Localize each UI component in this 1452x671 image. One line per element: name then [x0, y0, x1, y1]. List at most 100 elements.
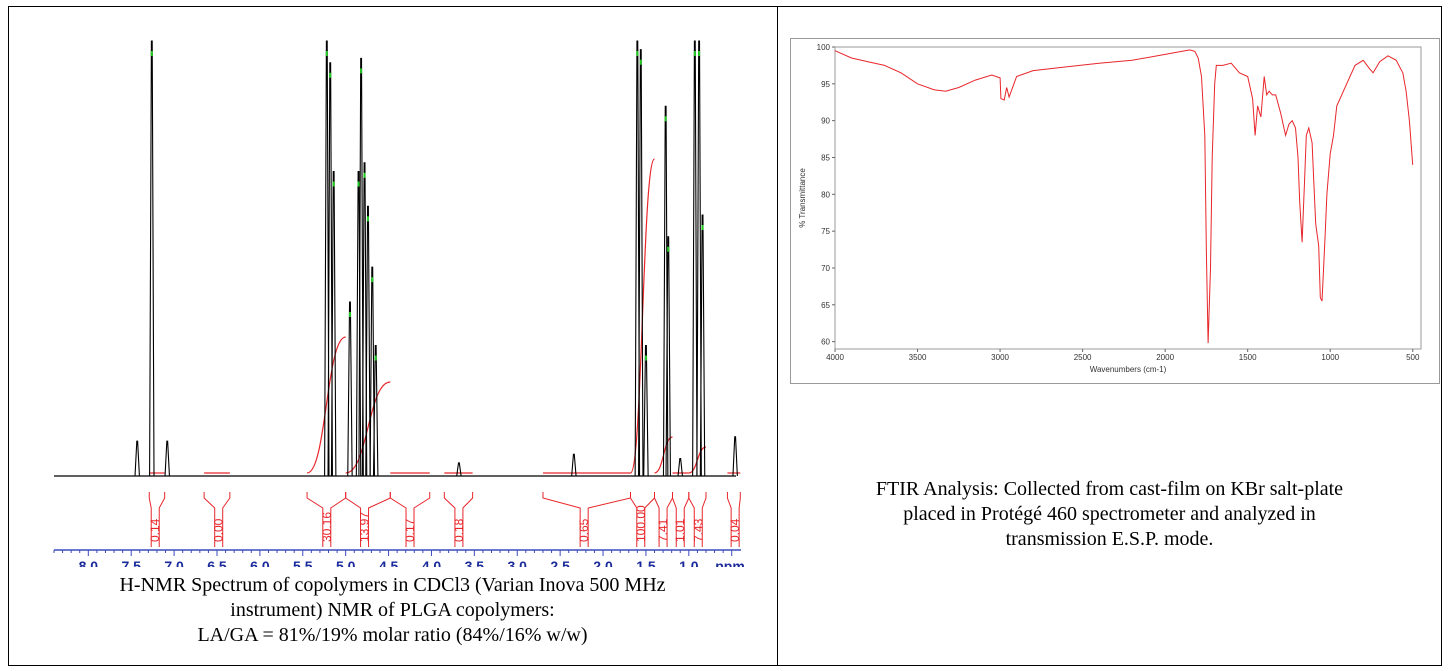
- nmr-integral-label: 100.00: [634, 505, 648, 542]
- nmr-cell: 0.14 0.00 30.16 13.97 0.17 0.18 0.65 100.00 7.41…: [9, 7, 776, 665]
- nmr-integral-bracket: [688, 492, 707, 547]
- nmr-peak: [324, 40, 330, 477]
- ftir-x-tick-label: 1500: [1239, 353, 1257, 362]
- ftir-cell: 60 65 70 75 80 85 90 95 100 4000 3500 3000 2500 2000 1…: [778, 7, 1441, 665]
- nmr-x-tick-label: 3.5: [465, 558, 485, 567]
- nmr-peak-marker: [698, 51, 701, 56]
- nmr-peak: [369, 266, 376, 477]
- nmr-integral-bracket: [726, 492, 741, 547]
- ftir-y-tick-label: 100: [817, 43, 831, 52]
- nmr-peak-marker: [374, 355, 377, 361]
- nmr-peak-marker: [360, 68, 363, 74]
- nmr-x-tick-label: 4.5: [379, 558, 399, 567]
- ftir-caption-line: FTIR Analysis: Collected from cast-film …: [875, 478, 1344, 500]
- nmr-x-tick-label: 2.0: [593, 558, 613, 567]
- nmr-peak: [677, 458, 683, 477]
- nmr-x-tick-label: 8.0: [79, 558, 99, 567]
- nmr-spectrum-chart: 0.14 0.00 30.16 13.97 0.17 0.18 0.65 100.00 7.41…: [53, 40, 745, 567]
- nmr-peak: [164, 440, 170, 477]
- nmr-x-tick-label: 7.5: [121, 558, 141, 567]
- nmr-peak: [372, 344, 379, 477]
- nmr-peak: [134, 440, 140, 477]
- nmr-x-tick-label: 1.5: [636, 558, 656, 567]
- nmr-peak: [634, 40, 641, 477]
- ftir-x-axis-label: Wavenumbers (cm-1): [1090, 365, 1167, 374]
- ftir-y-tick-label: 70: [821, 264, 830, 273]
- nmr-x-tick-label: ppm: [715, 558, 745, 567]
- nmr-peak-marker: [357, 181, 360, 187]
- nmr-peak: [327, 62, 333, 477]
- nmr-integral-curve: [306, 336, 346, 474]
- nmr-peak: [643, 344, 649, 477]
- nmr-peak: [365, 205, 371, 477]
- nmr-peak-marker: [644, 355, 647, 361]
- ftir-y-tick-label: 75: [821, 227, 830, 236]
- nmr-peak: [347, 301, 353, 477]
- nmr-peak-marker: [329, 72, 332, 78]
- nmr-x-tick-label: 1.0: [679, 558, 699, 567]
- nmr-peak: [692, 40, 698, 477]
- nmr-peak: [361, 162, 368, 477]
- nmr-integral-label: 0.17: [403, 518, 417, 542]
- ftir-plot-area: [834, 46, 1422, 350]
- nmr-peak-marker: [150, 51, 153, 56]
- nmr-peak: [638, 49, 644, 477]
- ftir-transmittance-line: [834, 49, 1414, 344]
- nmr-integral-label: 1.01: [673, 518, 687, 542]
- nmr-x-tick-label: 4.0: [422, 558, 442, 567]
- nmr-peak-marker: [639, 59, 642, 65]
- ftir-x-tick-label: 500: [1406, 353, 1420, 362]
- ftir-caption: FTIR Analysis: Collected from cast-film …: [778, 477, 1441, 552]
- ftir-y-tick-label: 60: [821, 338, 830, 347]
- nmr-caption-line: H-NMR Spectrum of copolymers in CDCl3 (V…: [119, 574, 666, 596]
- nmr-peak-marker: [636, 51, 639, 56]
- nmr-peak: [330, 170, 337, 477]
- nmr-integral-label: 0.65: [577, 518, 591, 542]
- ftir-x-tick-label: 3000: [991, 353, 1009, 362]
- nmr-x-tick-label: 6.5: [207, 558, 227, 567]
- nmr-integral-label: 7.43: [691, 518, 705, 542]
- nmr-peak: [358, 57, 364, 477]
- ftir-spectrum-chart: 60 65 70 75 80 85 90 95 100 4000 3500 3000 2500 2000 1…: [798, 43, 1422, 374]
- nmr-integral-bracket: [148, 492, 166, 547]
- nmr-integral-bracket: [203, 492, 231, 547]
- ftir-x-tick-label: 4000: [826, 353, 844, 362]
- ftir-caption-line: placed in Protégé 460 spectrometer and a…: [903, 503, 1316, 525]
- ftir-x-tick-label: 1000: [1321, 353, 1339, 362]
- nmr-peak-marker: [325, 51, 328, 56]
- nmr-peak-marker: [332, 181, 335, 187]
- nmr-integral-label: 30.16: [320, 512, 334, 542]
- ftir-chart-box: 60 65 70 75 80 85 90 95 100 4000 3500 3000 2500 2000 1…: [790, 38, 1440, 384]
- nmr-x-tick-label: 3.0: [508, 558, 528, 567]
- table-divider: [777, 6, 778, 666]
- nmr-integral-label: 0.04: [728, 518, 742, 542]
- ftir-y-axis-label: % Transmittance: [798, 168, 807, 228]
- nmr-caption-line: instrument) NMR of PLGA copolymers:: [230, 599, 555, 621]
- nmr-integral-label: 0.00: [212, 518, 226, 542]
- nmr-x-tick-label: 5.5: [293, 558, 313, 567]
- nmr-peak-marker: [664, 116, 667, 122]
- ftir-x-tick-label: 3500: [909, 353, 927, 362]
- nmr-integral-label: 0.18: [452, 518, 466, 542]
- nmr-peak: [699, 214, 706, 477]
- ftir-y-tick-label: 80: [821, 190, 830, 199]
- nmr-peak-marker: [371, 277, 374, 283]
- ftir-y-tick-label: 85: [821, 153, 830, 162]
- ftir-caption-line: transmission E.S.P. mode.: [1005, 528, 1214, 550]
- nmr-peak-marker: [693, 51, 696, 56]
- nmr-peak: [665, 236, 671, 477]
- nmr-peak-marker: [366, 216, 369, 222]
- table-frame: [8, 6, 1442, 666]
- ftir-y-tick-label: 65: [821, 301, 830, 310]
- nmr-integral-label: 13.97: [358, 512, 372, 542]
- nmr-integral-label: 0.14: [148, 518, 162, 542]
- nmr-peak: [456, 462, 462, 477]
- ftir-x-tick-label: 2500: [1074, 353, 1092, 362]
- nmr-peak-marker: [363, 172, 366, 178]
- nmr-peak: [732, 436, 738, 477]
- nmr-peak: [696, 40, 702, 477]
- nmr-x-tick-label: 2.5: [550, 558, 570, 567]
- nmr-x-tick-label: 7.0: [164, 558, 184, 567]
- nmr-integral-label: 7.41: [656, 518, 670, 542]
- nmr-peak-marker: [701, 225, 704, 230]
